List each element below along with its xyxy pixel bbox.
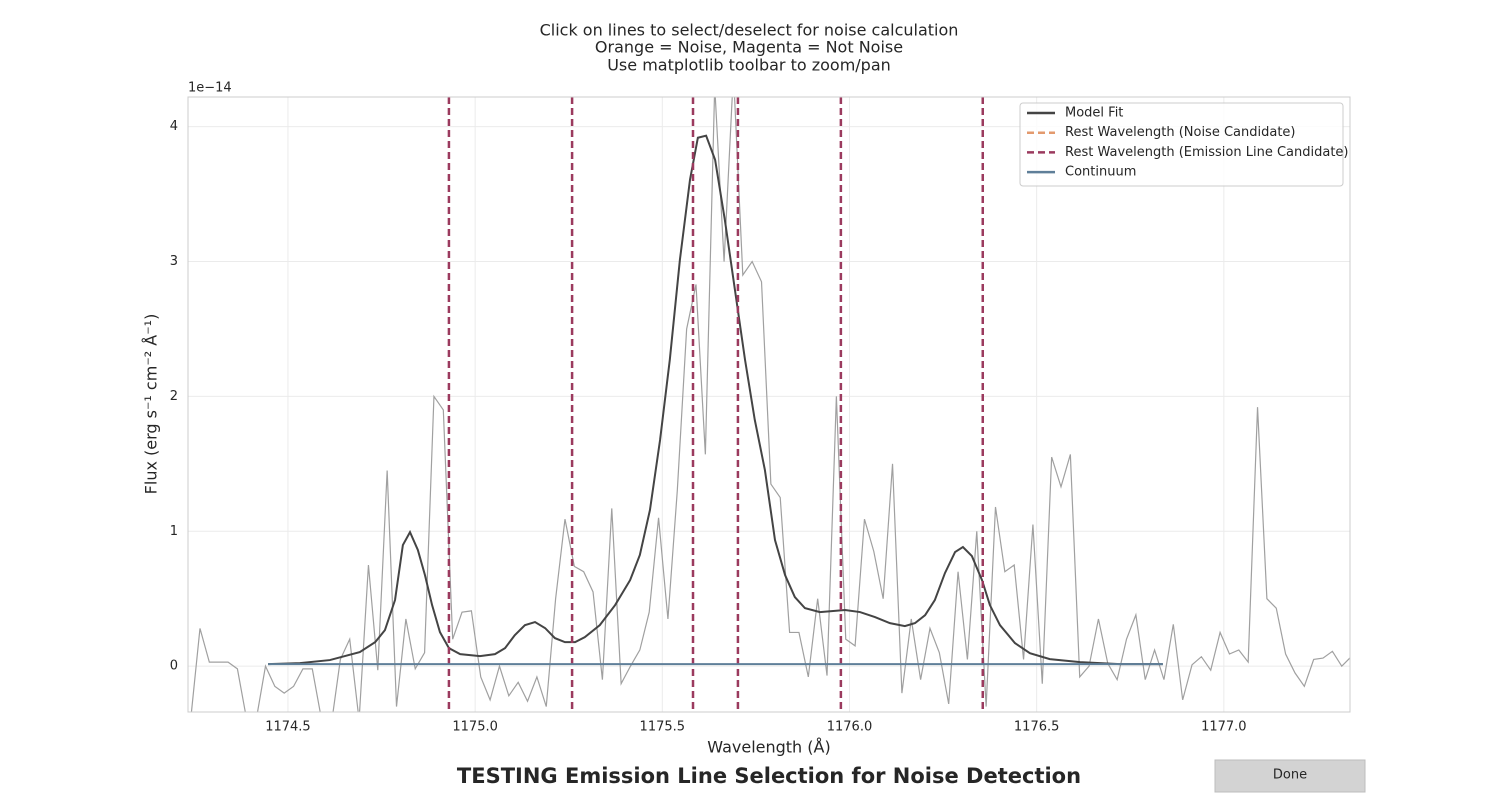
series-line (268, 134, 1163, 666)
spectrum-line (190, 97, 1350, 712)
x-tick-label: 1175.0 (452, 720, 498, 735)
y-tick-label: 4 (170, 119, 178, 134)
done-button[interactable]: Done (1214, 759, 1366, 793)
x-tick-label: 1177.0 (1201, 720, 1247, 735)
y-offset-label: 1e−14 (188, 81, 232, 96)
x-tick-label: 1176.5 (1014, 720, 1060, 735)
button-label[interactable]: Done (1273, 768, 1307, 783)
legend: Model Fit Rest Wavelength (Noise Candidat… (1019, 102, 1349, 187)
title-line: Orange = Noise, Magenta = Not Noise (595, 38, 903, 57)
y-axis-label: Flux (erg s⁻¹ cm⁻² Å⁻¹) (142, 314, 161, 495)
y-tick-label: 3 (170, 254, 178, 269)
x-tick-label: 1174.5 (265, 720, 311, 735)
grid (188, 97, 1350, 712)
plot-data (190, 97, 1350, 712)
y-tick-label: 0 (170, 659, 178, 674)
legend-box (1019, 102, 1344, 187)
x-tick-label: 1176.0 (827, 720, 873, 735)
legend-label: Rest Wavelength (Noise Candidate) (1065, 125, 1296, 140)
plot-frame (187, 96, 1351, 713)
x-axis-label: Wavelength (Å) (707, 738, 830, 757)
title-line: Click on lines to select/deselect for no… (540, 21, 959, 40)
legend-label: Continuum (1065, 165, 1136, 180)
y-tick-label: 1 (170, 524, 178, 539)
plot-area (188, 97, 1350, 712)
x-tick-label: 1175.5 (640, 720, 686, 735)
legend-label: Model Fit (1065, 106, 1123, 121)
legend-label: Rest Wavelength (Emission Line Candidate… (1065, 145, 1349, 160)
figure-title: TESTING Emission Line Selection for Nois… (457, 764, 1081, 788)
button-face[interactable] (1214, 759, 1366, 793)
title-line: Use matplotlib toolbar to zoom/pan (607, 56, 891, 75)
y-tick-label: 2 (170, 389, 178, 404)
